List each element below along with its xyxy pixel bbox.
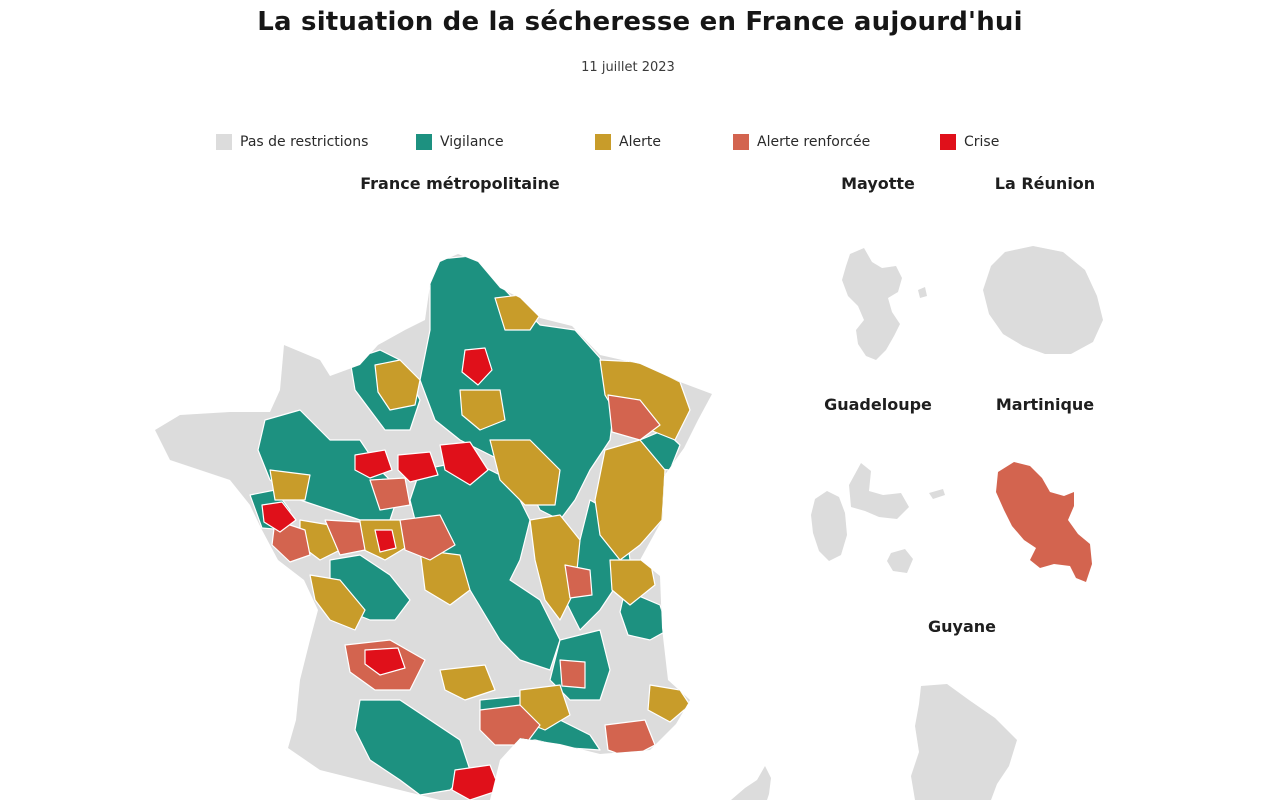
mayotte-map <box>842 248 927 360</box>
dept-alerte <box>489 439 561 506</box>
marie-galante-island <box>887 549 913 573</box>
map-date: 11 juillet 2023 <box>581 60 675 75</box>
mayotte-heading: Mayotte <box>841 174 915 193</box>
legend-label: Alerte <box>619 134 661 150</box>
map-title: La situation de la sécheresse en France … <box>257 7 1023 37</box>
reunion-island <box>983 246 1103 354</box>
legend-item-alerte-renforcee: Alerte renforcée <box>733 131 870 153</box>
la-desirade-island <box>929 489 945 499</box>
dept-alerte <box>419 549 471 606</box>
dept-alerte-renforcee <box>607 394 661 441</box>
dept-alerte <box>529 514 581 621</box>
martinique-heading: Martinique <box>995 395 1095 414</box>
dept-alerte <box>439 664 496 701</box>
martinique-map <box>996 462 1092 582</box>
dept-vigilance <box>419 254 616 521</box>
dept-alerte <box>374 359 421 411</box>
dept-alerte <box>594 439 666 561</box>
legend-swatch-crise <box>940 134 956 150</box>
legend-swatch-pas-de-restrictions <box>216 134 232 150</box>
legend-item-alerte: Alerte <box>595 131 661 153</box>
legend: Pas de restrictions Vigilance Alerte Ale… <box>0 131 1280 153</box>
dept-crise <box>439 441 489 486</box>
dept-crise <box>397 451 439 483</box>
dept-crise <box>261 501 297 533</box>
dept-crise <box>364 647 406 676</box>
dept-alerte <box>309 574 366 631</box>
dept-alerte <box>647 684 691 723</box>
reunion-map <box>983 246 1103 354</box>
legend-swatch-vigilance <box>416 134 432 150</box>
guyane-coast-fragment <box>731 766 771 800</box>
guadeloupe-heading: Guadeloupe <box>824 395 932 414</box>
guyane-map <box>731 684 1017 800</box>
mayotte-island <box>842 248 902 360</box>
dept-crise <box>374 529 397 553</box>
grande-terre-island <box>849 463 909 519</box>
petite-terre-island <box>918 287 927 298</box>
metropole-departments <box>155 254 712 800</box>
dept-alerte-renforcee <box>324 519 366 556</box>
dept-crise <box>354 449 393 479</box>
dept-alerte-renforcee <box>369 477 411 511</box>
dept-alerte <box>269 469 311 501</box>
guyane-heading: Guyane <box>928 617 996 636</box>
legend-swatch-alerte <box>595 134 611 150</box>
legend-item-pas-de-restrictions: Pas de restrictions <box>216 131 368 153</box>
legend-label: Crise <box>964 134 1000 150</box>
martinique-island <box>996 462 1092 582</box>
basse-terre-island <box>811 491 847 561</box>
reunion-heading: La Réunion <box>994 174 1096 193</box>
guyane-territory <box>911 684 1017 800</box>
dept-alerte-renforcee <box>399 514 456 561</box>
dept-alerte-renforcee <box>559 659 586 689</box>
metropole-heading: France métropolitaine <box>360 174 560 193</box>
legend-label: Vigilance <box>440 134 504 150</box>
dept-alerte <box>459 389 506 431</box>
legend-item-vigilance: Vigilance <box>416 131 504 153</box>
legend-swatch-alerte-renforcee <box>733 134 749 150</box>
guadeloupe-map <box>811 463 945 573</box>
dept-alerte-renforcee <box>564 564 593 599</box>
legend-item-crise: Crise <box>940 131 999 153</box>
legend-label: Alerte renforcée <box>757 134 871 150</box>
dept-vigilance <box>354 699 471 796</box>
dept-crise <box>451 764 501 800</box>
dept-crise <box>461 347 493 386</box>
legend-label: Pas de restrictions <box>240 134 369 150</box>
